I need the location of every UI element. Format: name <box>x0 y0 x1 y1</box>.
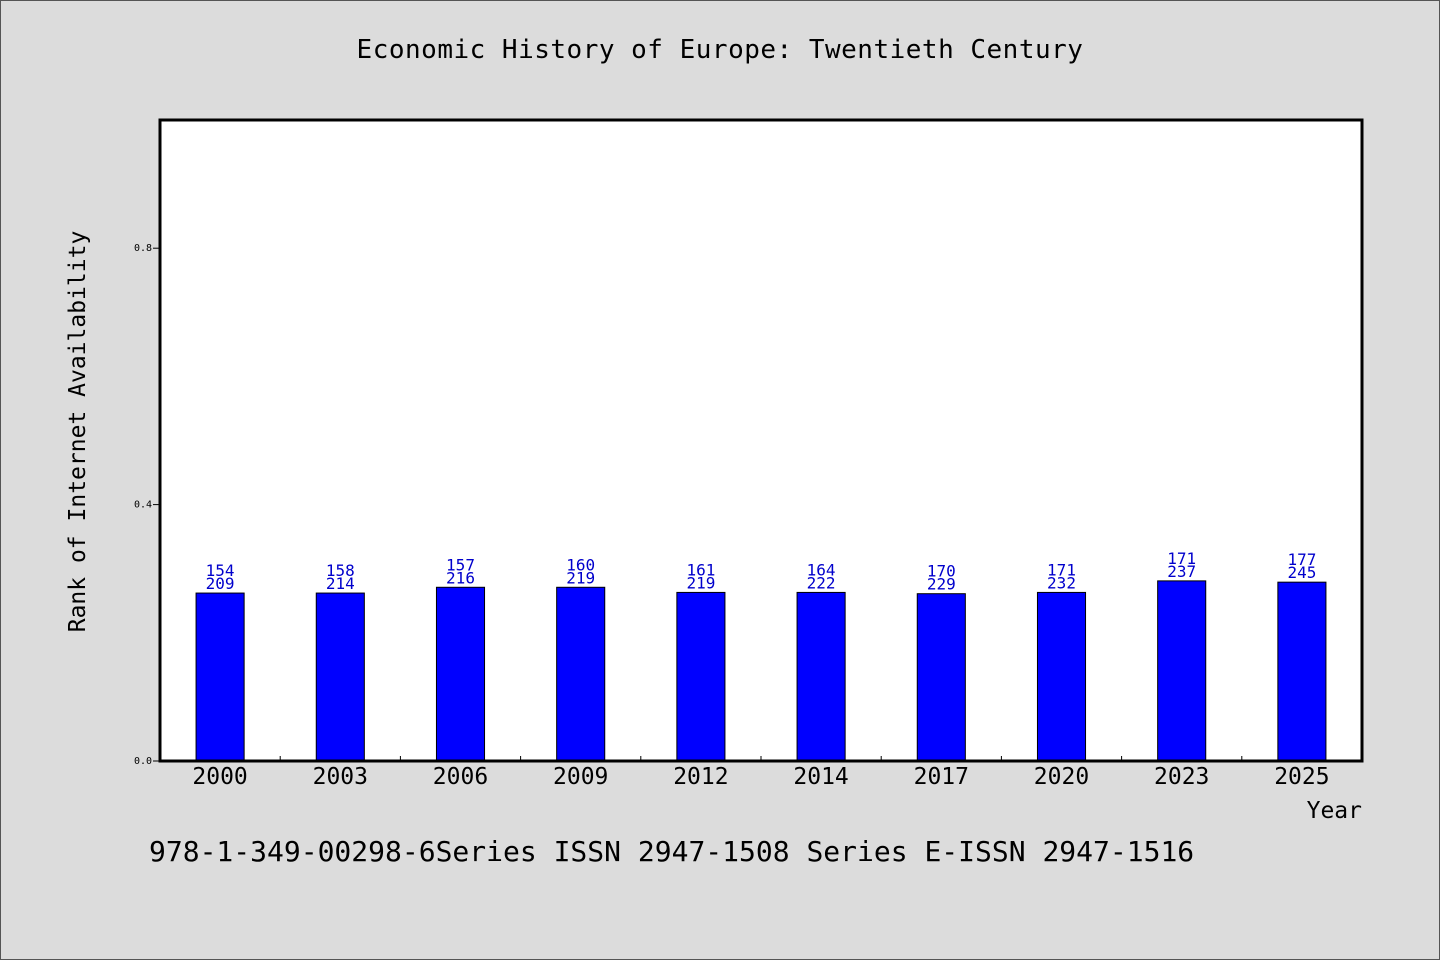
data-label-top: 164 <box>807 560 836 579</box>
x-tick-label: 2017 <box>914 764 969 790</box>
data-label-top: 170 <box>927 562 956 581</box>
data-label-top: 161 <box>686 560 715 579</box>
plot-frame <box>158 118 1364 763</box>
x-tick-label: 2023 <box>1154 764 1209 790</box>
x-tick-label: 2020 <box>1034 764 1089 790</box>
x-axis-label: Year <box>1307 798 1362 824</box>
data-label-bottom: 237 <box>1167 562 1196 581</box>
x-tick-label: 2014 <box>793 764 848 790</box>
bar <box>1036 591 1087 762</box>
x-tick-label: 2000 <box>192 764 247 790</box>
data-label-bottom: 222 <box>807 573 836 592</box>
bar <box>315 592 365 762</box>
data-label-bottom: 245 <box>1287 563 1316 582</box>
data-label-top: 157 <box>446 555 475 574</box>
data-label-top: 158 <box>326 561 355 580</box>
bar <box>1277 581 1327 762</box>
data-label-top: 160 <box>566 555 595 574</box>
data-label-top: 154 <box>206 561 235 580</box>
x-tick-label: 2003 <box>313 764 368 790</box>
y-tick-label: 0.0 <box>134 756 152 767</box>
data-label-bottom: 232 <box>1047 573 1076 592</box>
x-tick-label: 2012 <box>673 764 728 790</box>
x-tick-label: 2009 <box>553 764 608 790</box>
bar <box>1157 580 1207 762</box>
data-label-bottom: 209 <box>206 574 235 593</box>
data-label-top: 177 <box>1287 550 1316 569</box>
isbn-issn-footer: 978-1-349-00298-6Series ISSN 2947-1508 S… <box>149 835 1195 868</box>
data-label-bottom: 216 <box>446 568 475 587</box>
data-label-bottom: 229 <box>927 575 956 594</box>
data-label-top: 171 <box>1047 560 1076 579</box>
y-tick-label: 0.8 <box>134 243 152 254</box>
bar <box>195 592 245 762</box>
bar <box>796 591 846 762</box>
bar <box>916 593 966 762</box>
y-tick-label: 0.4 <box>134 500 152 511</box>
x-tick-label: 2006 <box>433 764 488 790</box>
chart-title: Economic History of Europe: Twentieth Ce… <box>356 35 1084 65</box>
data-label-bottom: 219 <box>686 573 715 592</box>
data-label-top: 171 <box>1167 549 1196 568</box>
bar <box>676 591 726 762</box>
x-tick-label: 2025 <box>1274 764 1329 790</box>
data-label-bottom: 214 <box>326 574 355 593</box>
bar <box>435 586 486 762</box>
bar <box>556 586 606 762</box>
y-axis-label: Rank of Internet Availability <box>65 231 91 633</box>
data-label-bottom: 219 <box>566 568 595 587</box>
